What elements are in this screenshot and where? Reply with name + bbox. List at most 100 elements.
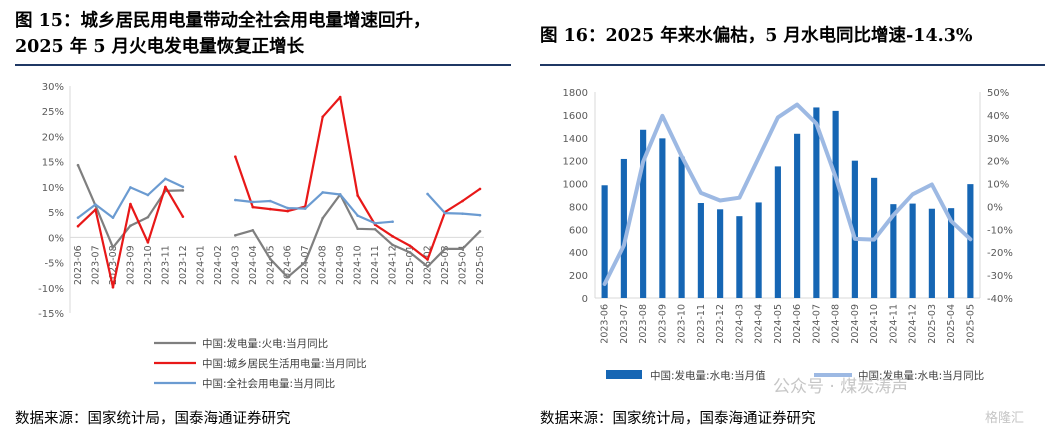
fig15-data-point: [76, 224, 80, 228]
fig16-y2-tick-label: 20%: [987, 157, 1009, 168]
fig15-data-point: [129, 202, 132, 206]
fig16-legend-swatch-bar: [606, 370, 642, 379]
fig16-x-tick-label: 2024-09: [850, 304, 861, 344]
fig16-yoy-point: [949, 219, 953, 223]
fig16-bar: [697, 203, 704, 298]
fig15-data-point: [443, 247, 447, 251]
fig15-y-tick-label: 15%: [42, 158, 64, 169]
fig15-data-point: [373, 221, 377, 225]
fig15-data-point: [234, 155, 237, 158]
fig16-x-tick-label: 2025-03: [927, 304, 938, 344]
fig15-data-point: [146, 215, 150, 219]
fig15-y-tick-label: 10%: [42, 183, 64, 194]
fig16-x-tick-label: 2024-08: [831, 304, 842, 344]
fig16-yoy-point: [834, 175, 838, 179]
fig15-x-tick-label: 2024-10: [353, 245, 364, 285]
fig15-data-point: [286, 206, 290, 210]
fig15-data-point: [129, 224, 132, 228]
fig16-y2-tick-label: 30%: [987, 134, 1009, 145]
fig15-data-point: [338, 193, 342, 196]
fig16-bar: [659, 138, 666, 298]
fig16-yoy-point: [872, 238, 876, 242]
fig15-data-point: [268, 257, 272, 261]
fig16-y-tick-label: 600: [569, 225, 588, 236]
fig15-data-point: [461, 199, 464, 203]
fig16-y-tick-label: 400: [569, 248, 588, 259]
fig15-y-tick-label: 0%: [48, 233, 64, 244]
fig15-x-tick-label: 2023-09: [125, 245, 136, 285]
fig15-data-point: [268, 199, 272, 203]
fig15-data-point: [234, 198, 237, 202]
fig16-y2-tick-label: 50%: [987, 88, 1009, 99]
fig15-data-point: [426, 192, 429, 196]
fig16-x-tick-label: 2024-05: [773, 304, 784, 344]
fig15-data-point: [251, 200, 255, 204]
fig16-bar: [736, 216, 743, 298]
fig15-data-point: [181, 185, 185, 189]
fig16-y2-tick-label: -30%: [987, 271, 1013, 282]
fig15-data-point: [391, 235, 394, 238]
fig15-data-point: [234, 234, 237, 237]
fig15-data-point: [408, 251, 412, 254]
fig16-x-tick-label: 2024-07: [811, 304, 822, 344]
fig16-bar: [851, 160, 858, 298]
fig16-yoy-point: [814, 122, 818, 126]
fig16-yoy-point: [776, 115, 780, 119]
fig16-yoy-point: [718, 198, 722, 202]
fig15-x-tick-label: 2025-03: [440, 245, 451, 285]
fig15-data-point: [251, 228, 255, 232]
fig15-x-tick-label: 2024-12: [388, 245, 399, 285]
fig15-data-point: [286, 275, 290, 279]
fig15-data-point: [426, 265, 429, 268]
fig15-data-point: [181, 215, 185, 218]
fig16-x-tick-label: 2024-03: [734, 304, 745, 344]
fig15-data-point: [94, 203, 97, 206]
fig16-yoy-point: [699, 191, 703, 195]
fig16-bar: [678, 156, 685, 298]
fig15-data-point: [478, 187, 482, 191]
fig16-bar: [717, 209, 724, 298]
fig15-x-tick-label: 2024-06: [283, 245, 294, 285]
fig16-x-tick-label: 2025-04: [946, 304, 957, 344]
figure-16-title-rule: [540, 64, 1045, 66]
fig15-y-tick-label: 5%: [48, 208, 64, 219]
fig16-yoy-point: [911, 192, 915, 196]
fig15-data-point: [164, 177, 167, 181]
fig16-bar: [601, 185, 608, 298]
figure-15-title-rule: [15, 64, 511, 66]
fig16-y-tick-label: 1400: [563, 134, 588, 145]
fig16-y2-tick-label: -20%: [987, 248, 1013, 259]
fig15-x-tick-label: 2024-11: [370, 245, 381, 285]
fig15-x-tick-label: 2024-01: [195, 245, 206, 285]
fig15-data-point: [443, 211, 447, 215]
fig16-bar: [620, 158, 627, 298]
fig16-yoy-point: [737, 196, 741, 200]
fig15-y-tick-label: -10%: [38, 284, 64, 295]
fig15-data-point: [373, 227, 377, 231]
fig15-x-tick-label: 2023-06: [73, 245, 84, 285]
fig15-legend-label-3: 中国:全社会用电量:当月同比: [202, 377, 335, 390]
fig15-data-point: [303, 207, 307, 210]
fig15-x-tick-label: 2023-11: [160, 245, 171, 285]
figure-16-title: 图 16：2025 年来水偏枯，5 月水电同比增速-14.3%: [540, 26, 973, 46]
fig16-y2-tick-label: 40%: [987, 111, 1009, 122]
fig15-data-point: [356, 227, 359, 231]
fig16-x-tick-label: 2024-06: [792, 304, 803, 344]
fig16-bar: [813, 107, 820, 298]
fig15-series-line-2: [77, 96, 481, 289]
fig15-x-tick-label: 2025-05: [475, 245, 486, 285]
fig15-data-point: [111, 216, 115, 219]
watermark-logo: 格隆汇: [985, 411, 1025, 426]
fig16-bar: [774, 166, 781, 298]
fig15-x-tick-label: 2025-04: [458, 245, 469, 285]
fig16-bar: [832, 110, 839, 298]
fig15-x-tick-label: 2023-12: [178, 245, 189, 285]
fig16-bar: [640, 129, 647, 298]
fig16-y-tick-label: 1800: [563, 88, 588, 99]
fig15-series-line-3: [77, 177, 481, 225]
fig15-data-point: [303, 260, 307, 264]
fig16-yoy-point: [930, 182, 934, 186]
fig15-data-point: [146, 193, 150, 197]
fig16-legend-label-line: 中国:发电量:水电:当月同比: [858, 369, 984, 382]
